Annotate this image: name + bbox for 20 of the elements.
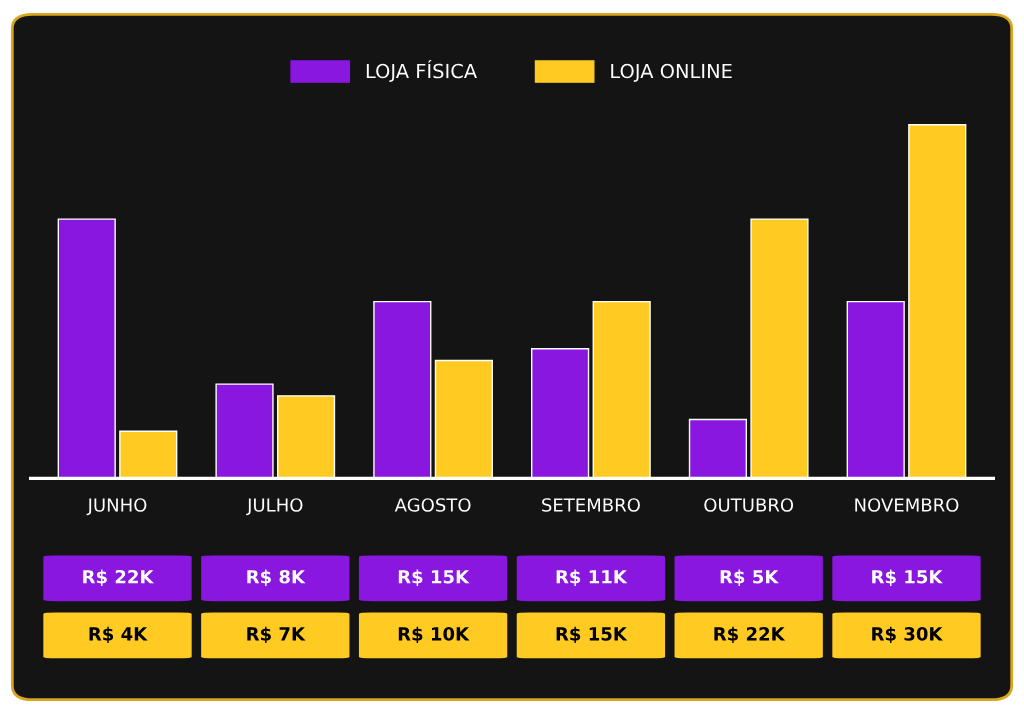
data-label: R$ 15K	[398, 569, 470, 586]
data-label: R$ 30K	[872, 626, 943, 644]
data-label: R$ 11K	[556, 569, 628, 586]
data-label: R$ 10K	[398, 626, 470, 644]
x-tick-label: OUTUBRO	[704, 498, 794, 512]
legend-label: LOJA FÍSICA	[366, 60, 477, 82]
data-label: R$ 15K	[556, 626, 628, 644]
x-tick-label: JUNHO	[86, 498, 147, 516]
x-tick-label: AGOSTO	[394, 498, 471, 512]
data-label: R$ 8K	[247, 569, 306, 586]
data-label: R$ 5K	[720, 569, 779, 586]
data-label: R$ 22K	[714, 626, 786, 644]
data-label: R$ 7K	[247, 626, 306, 644]
data-label: R$ 22K	[83, 569, 154, 586]
x-tick-label: JULHO	[246, 498, 303, 516]
x-tick-label: NOVEMBRO	[855, 498, 959, 512]
x-tick-label: SETEMBRO	[542, 498, 640, 512]
data-label: R$ 4K	[89, 626, 148, 644]
data-label: R$ 15K	[872, 569, 943, 586]
legend-label: LOJA ONLINE	[611, 63, 732, 82]
